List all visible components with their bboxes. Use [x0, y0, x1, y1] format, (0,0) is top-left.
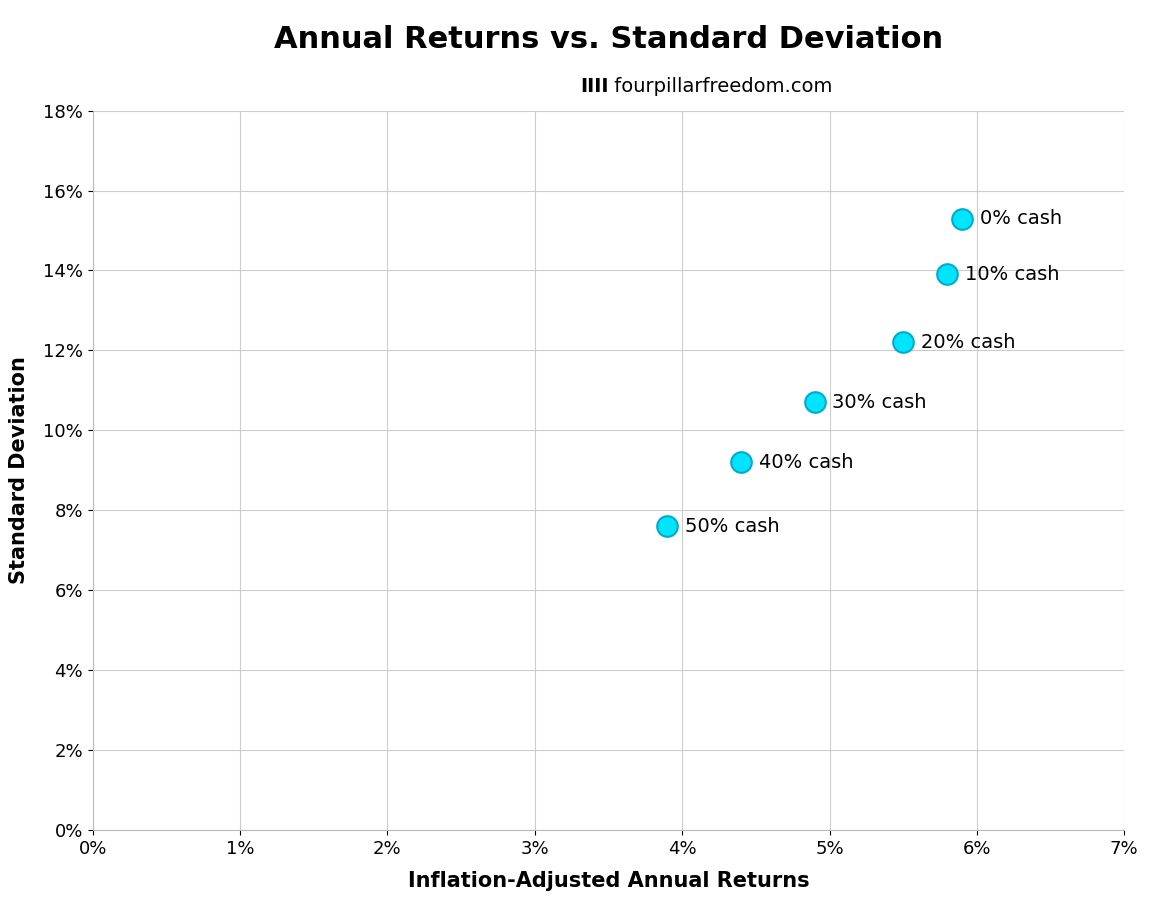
Text: 50% cash: 50% cash: [685, 516, 780, 536]
Text: 40% cash: 40% cash: [759, 453, 853, 472]
Text: 20% cash: 20% cash: [921, 333, 1015, 352]
Point: [731, 455, 750, 469]
Point: [894, 335, 912, 349]
Point: [806, 395, 824, 409]
Text: 0% cash: 0% cash: [979, 209, 1062, 228]
Point: [953, 211, 971, 226]
Title: Annual Returns vs. Standard Deviation: Annual Returns vs. Standard Deviation: [274, 25, 943, 54]
Text: fourpillarfreedom.com: fourpillarfreedom.com: [608, 77, 833, 96]
Text: 10% cash: 10% cash: [965, 265, 1059, 284]
X-axis label: Inflation-Adjusted Annual Returns: Inflation-Adjusted Annual Returns: [408, 871, 809, 892]
Text: IIII: IIII: [580, 77, 608, 96]
Point: [658, 519, 677, 534]
Y-axis label: Standard Deviation: Standard Deviation: [9, 356, 29, 585]
Text: 30% cash: 30% cash: [832, 393, 927, 412]
Point: [938, 267, 956, 282]
